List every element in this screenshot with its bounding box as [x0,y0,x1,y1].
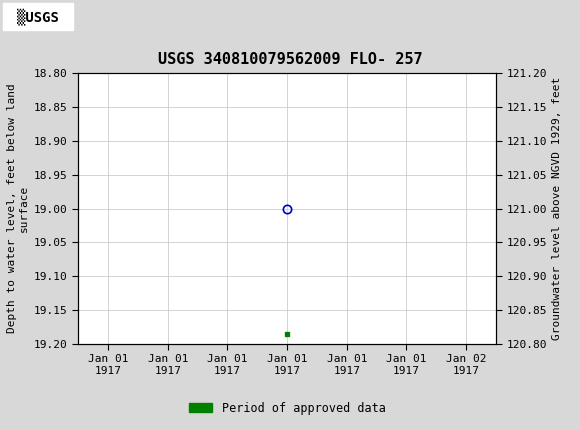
Y-axis label: Groundwater level above NGVD 1929, feet: Groundwater level above NGVD 1929, feet [552,77,563,340]
FancyBboxPatch shape [3,3,72,30]
Y-axis label: Depth to water level, feet below land
surface: Depth to water level, feet below land su… [7,84,28,333]
Text: USGS 340810079562009 FLO- 257: USGS 340810079562009 FLO- 257 [158,52,422,67]
Legend: Period of approved data: Period of approved data [184,397,390,419]
Text: ▒USGS: ▒USGS [17,8,59,25]
